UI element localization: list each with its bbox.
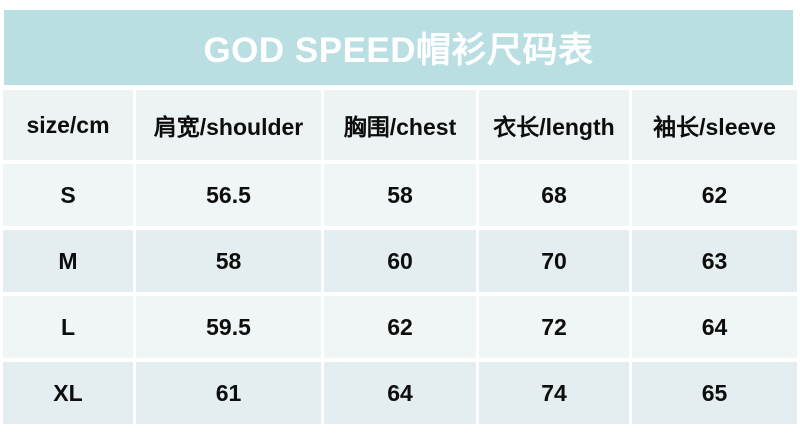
chest-cell: 62 xyxy=(324,296,476,358)
sleeve-cell: 65 xyxy=(632,362,797,424)
column-header-chest: 胸围/chest xyxy=(324,90,476,160)
title-banner: GOD SPEED帽衫尺码表 xyxy=(4,10,793,85)
size-cell: S xyxy=(3,164,133,226)
size-chart-table: size/cm 肩宽/shoulder 胸围/chest 衣长/length 袖… xyxy=(0,86,800,428)
shoulder-cell: 56.5 xyxy=(136,164,321,226)
chest-cell: 60 xyxy=(324,230,476,292)
size-chart-page: GOD SPEED帽衫尺码表 size/cm 肩宽/shoulder 胸围/ch… xyxy=(0,10,800,437)
table-row-s: S 56.5 58 68 62 xyxy=(3,164,797,226)
size-cell: M xyxy=(3,230,133,292)
shoulder-cell: 58 xyxy=(136,230,321,292)
chest-cell: 58 xyxy=(324,164,476,226)
page-title: GOD SPEED帽衫尺码表 xyxy=(203,31,594,70)
length-cell: 68 xyxy=(479,164,629,226)
column-header-length: 衣长/length xyxy=(479,90,629,160)
shoulder-cell: 59.5 xyxy=(136,296,321,358)
table-row-l: L 59.5 62 72 64 xyxy=(3,296,797,358)
chest-cell: 64 xyxy=(324,362,476,424)
table-row-m: M 58 60 70 63 xyxy=(3,230,797,292)
length-cell: 72 xyxy=(479,296,629,358)
sleeve-cell: 64 xyxy=(632,296,797,358)
shoulder-cell: 61 xyxy=(136,362,321,424)
length-cell: 74 xyxy=(479,362,629,424)
size-cell: XL xyxy=(3,362,133,424)
sleeve-cell: 62 xyxy=(632,164,797,226)
size-cell: L xyxy=(3,296,133,358)
table-row-xl: XL 61 64 74 65 xyxy=(3,362,797,424)
column-header-size: size/cm xyxy=(3,90,133,160)
column-header-sleeve: 袖长/sleeve xyxy=(632,90,797,160)
length-cell: 70 xyxy=(479,230,629,292)
header-row: size/cm 肩宽/shoulder 胸围/chest 衣长/length 袖… xyxy=(3,90,797,160)
sleeve-cell: 63 xyxy=(632,230,797,292)
column-header-shoulder: 肩宽/shoulder xyxy=(136,90,321,160)
